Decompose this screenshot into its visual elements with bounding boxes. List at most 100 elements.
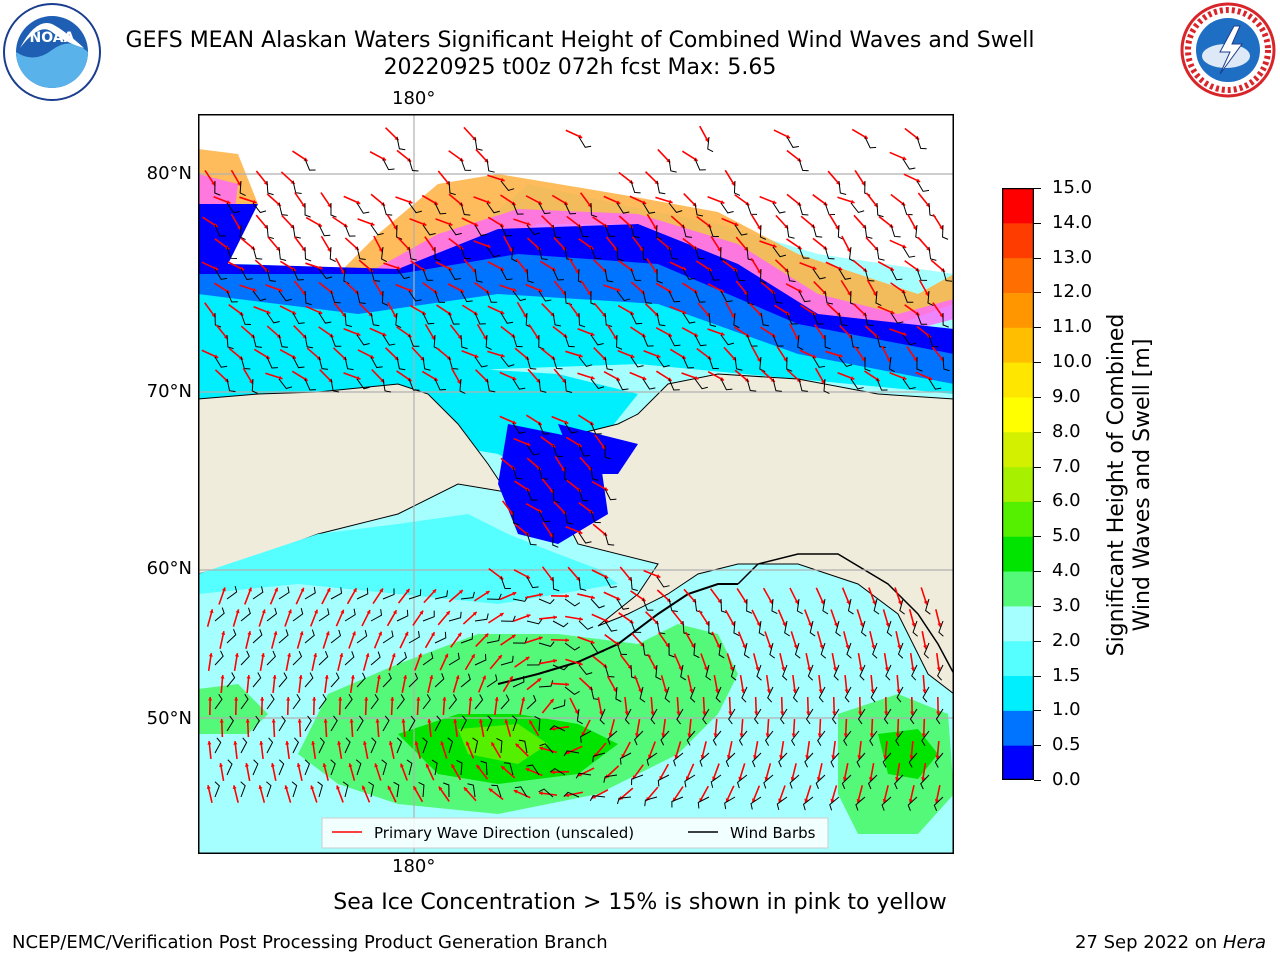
wave-direction-arrowhead [805,755,810,759]
wind-barb [650,708,658,725]
wind-barb [656,180,666,195]
wind-barb [448,611,462,622]
wind-barb [864,356,871,372]
wave-direction-arrowhead [551,726,555,731]
wave-direction-arrowhead [704,137,709,142]
wave-direction-arrowhead [478,719,484,723]
wind-barb [292,312,305,325]
wind-barb [578,576,587,591]
wave-direction-arrowhead [209,609,214,614]
wind-barb [408,290,422,302]
wind-barb [815,774,826,789]
wind-barb [831,708,840,725]
wave-direction-arrowhead [846,247,851,252]
wave-direction-arrowhead [303,377,308,381]
wave-direction-arrowhead [912,225,917,230]
wind-barb [772,334,784,347]
wind-barb [592,752,606,763]
wind-barb [266,737,274,754]
wave-direction-arrowhead [553,658,557,663]
wind-barb [252,629,263,644]
wind-barb [746,598,753,614]
colorbar-tick-mark [1034,640,1041,642]
wind-barb [460,246,471,260]
wave-direction-arrowhead [842,777,847,781]
wave-direction-arrowhead [455,675,460,680]
wave-direction-arrowhead [539,746,544,751]
wind-barb [474,694,484,710]
wind-barb [671,796,684,808]
wind-barb [330,290,341,304]
wave-direction-arrowhead [667,377,672,381]
colorbar-tick-label: 1.0 [1052,699,1081,721]
wind-barb [408,672,419,688]
wind-barb [370,609,383,622]
wave-direction-arrowhead [694,375,699,380]
wind-barb [266,650,276,666]
colorbar-tick-label: 1.5 [1052,664,1081,686]
wind-barb [500,356,515,367]
wind-barb [689,686,696,703]
colorbar-tick-label: 4.0 [1052,560,1081,582]
wave-direction-arrowhead [678,666,683,671]
lat-label-80n: 80°N [146,163,192,184]
wave-direction-arrowhead [248,587,252,592]
wind-barb [890,268,903,281]
wave-direction-arrowhead [323,719,328,723]
wind-barb [920,774,930,790]
wind-barb [512,675,525,688]
wind-barb [869,730,878,746]
wave-direction-arrowhead [438,786,443,791]
footer-date: 27 Sep 2022 on Hera [1075,932,1266,953]
wave-direction-arrowhead [821,335,826,340]
wind-barb [575,772,592,779]
wind-barb [512,378,526,390]
wave-direction-arrowhead [498,655,502,660]
wave-direction-arrowhead [612,687,617,692]
wind-barb [909,708,918,725]
wind-barb [916,312,928,325]
wave-direction-arrowhead [273,631,278,636]
wind-barb [552,576,560,592]
wind-barb [786,136,799,148]
colorbar-tick-label: 9.0 [1052,385,1081,407]
wind-barb [382,715,390,732]
wind-barb [615,686,622,703]
wave-direction-arrowhead [387,785,392,790]
wind-barb [902,290,914,303]
wave-direction-arrowhead [613,335,617,340]
wind-barb [937,664,944,681]
wind-barb [604,356,614,371]
wind-barb [538,680,554,688]
aleutian-chain [497,583,738,685]
wind-barb [630,312,643,325]
wind-barb [746,290,754,306]
wind-barb [552,224,562,239]
wind-barb [393,781,400,798]
wind-barb [579,730,592,743]
wave-direction-arrowhead [766,689,771,693]
wind-barb [552,444,564,457]
wind-barb [356,290,366,305]
wind-barb [916,136,927,150]
wave-direction-arrowhead [676,711,681,715]
wave-direction-arrowhead [577,772,582,777]
wind-barb [694,334,707,347]
wind-barb [668,334,681,347]
wind-barb [798,378,808,392]
wave-direction-arrowhead [393,610,397,615]
wind-barb [240,737,248,754]
wind-barb [822,598,829,615]
wind-barb [881,796,892,811]
wind-barb [734,224,748,236]
wave-direction-arrowhead [765,733,770,737]
wave-direction-arrowhead [291,267,296,271]
wave-direction-arrowhead [340,609,345,614]
wind-barb [486,202,500,214]
wind-barb [552,699,566,710]
wind-barb [925,598,931,615]
wave-direction-arrowhead [325,631,330,636]
wave-direction-arrowhead [768,599,773,604]
wind-barb [460,334,468,350]
wind-barb [802,796,814,811]
